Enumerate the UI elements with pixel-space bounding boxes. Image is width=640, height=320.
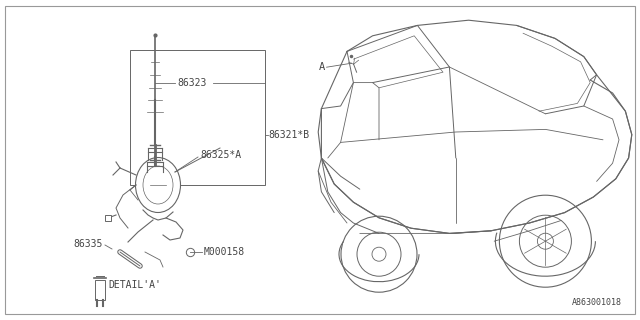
- Bar: [130, 50, 265, 185]
- Bar: [95, 280, 105, 300]
- Text: 86325*A: 86325*A: [200, 150, 241, 160]
- Text: DETAIL'A': DETAIL'A': [108, 280, 161, 290]
- Text: M000158: M000158: [204, 247, 245, 257]
- Text: 86323: 86323: [177, 78, 206, 88]
- Text: A: A: [318, 62, 324, 72]
- Text: A863001018: A863001018: [572, 298, 622, 307]
- Text: 86335: 86335: [74, 239, 103, 249]
- Ellipse shape: [136, 157, 180, 212]
- Text: 86321*B: 86321*B: [268, 130, 309, 140]
